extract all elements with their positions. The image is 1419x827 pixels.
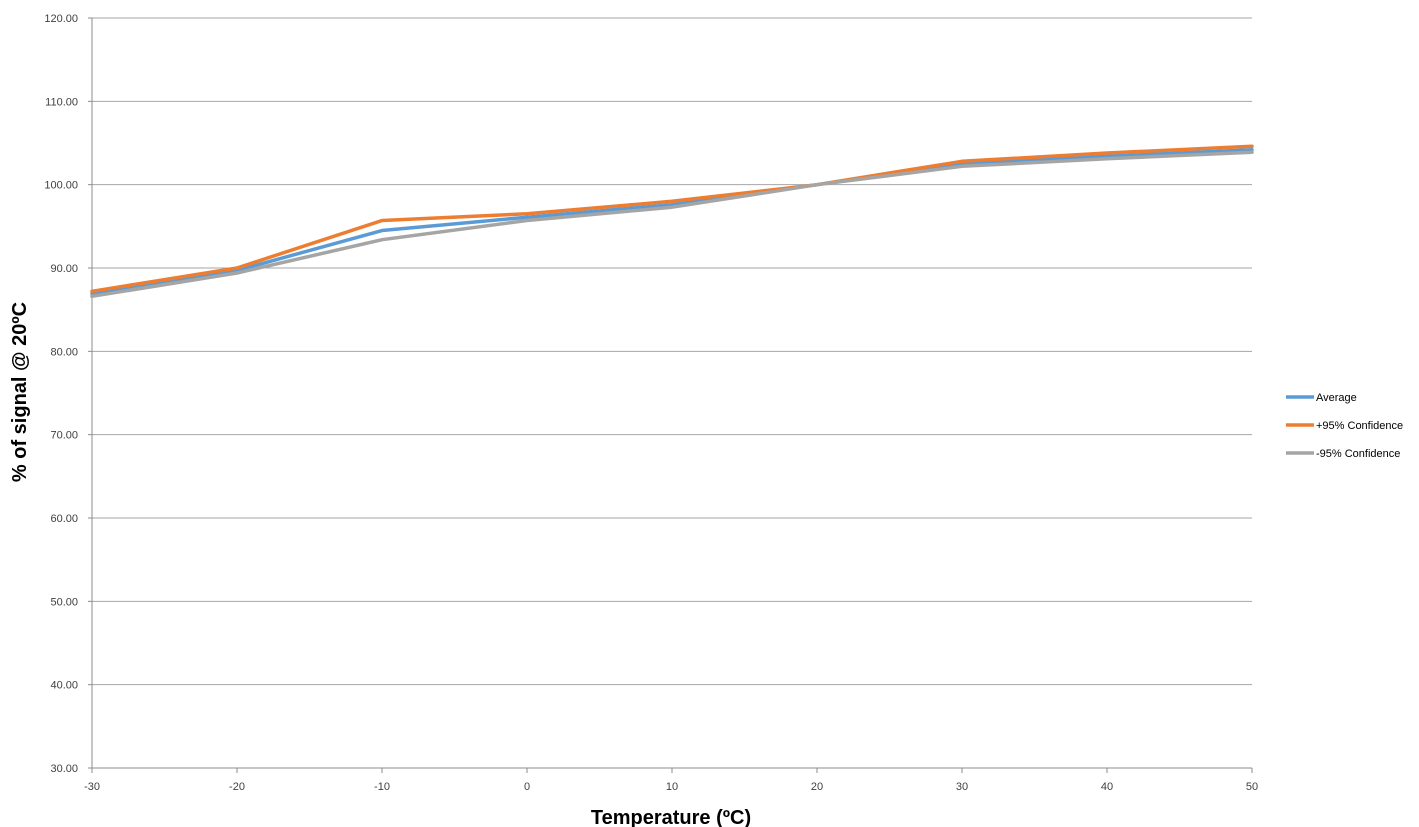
x-tick-label: -20 xyxy=(229,781,245,793)
series-line-3 xyxy=(90,150,1254,299)
x-tick-label: 0 xyxy=(524,781,530,793)
y-tick-label: 70.00 xyxy=(50,430,78,442)
legend: Average +95% Confidence -95% Confidence xyxy=(1286,392,1403,460)
y-tick-label: 30.00 xyxy=(50,763,78,775)
y-tick-label: 90.00 xyxy=(50,263,78,275)
legend-label: Average xyxy=(1316,392,1357,404)
y-tick-label: 40.00 xyxy=(50,680,78,692)
x-tick-label: 40 xyxy=(1101,781,1113,793)
y-axis-title: % of signal @ 20ºC xyxy=(9,302,31,482)
x-tick-label: 20 xyxy=(811,781,823,793)
y-tick-label: 50.00 xyxy=(50,596,78,608)
x-tick-label: 50 xyxy=(1246,781,1258,793)
gridlines xyxy=(92,17,1252,686)
axes: 30.00 40.00 50.00 60.00 70.00 80.00 90.00 100.0… xyxy=(44,13,1258,793)
x-tick-label: -30 xyxy=(84,781,100,793)
y-tick-label: 120.00 xyxy=(44,13,78,25)
series-line-1 xyxy=(90,147,1254,296)
series-lines xyxy=(90,144,1254,299)
x-tick-label: 30 xyxy=(956,781,968,793)
x-tick-label: -10 xyxy=(374,781,390,793)
y-tick-label: 100.00 xyxy=(44,180,78,192)
legend-label: -95% Confidence xyxy=(1316,448,1400,460)
x-tick-label: 10 xyxy=(666,781,678,793)
series-line-2 xyxy=(90,144,1254,294)
y-tick-label: 110.00 xyxy=(45,96,78,108)
y-tick-label: 60.00 xyxy=(50,513,78,525)
x-axis-title: Temperature (ºC) xyxy=(591,807,751,827)
legend-label: +95% Confidence xyxy=(1316,420,1403,432)
y-tick-label: 80.00 xyxy=(50,346,78,358)
